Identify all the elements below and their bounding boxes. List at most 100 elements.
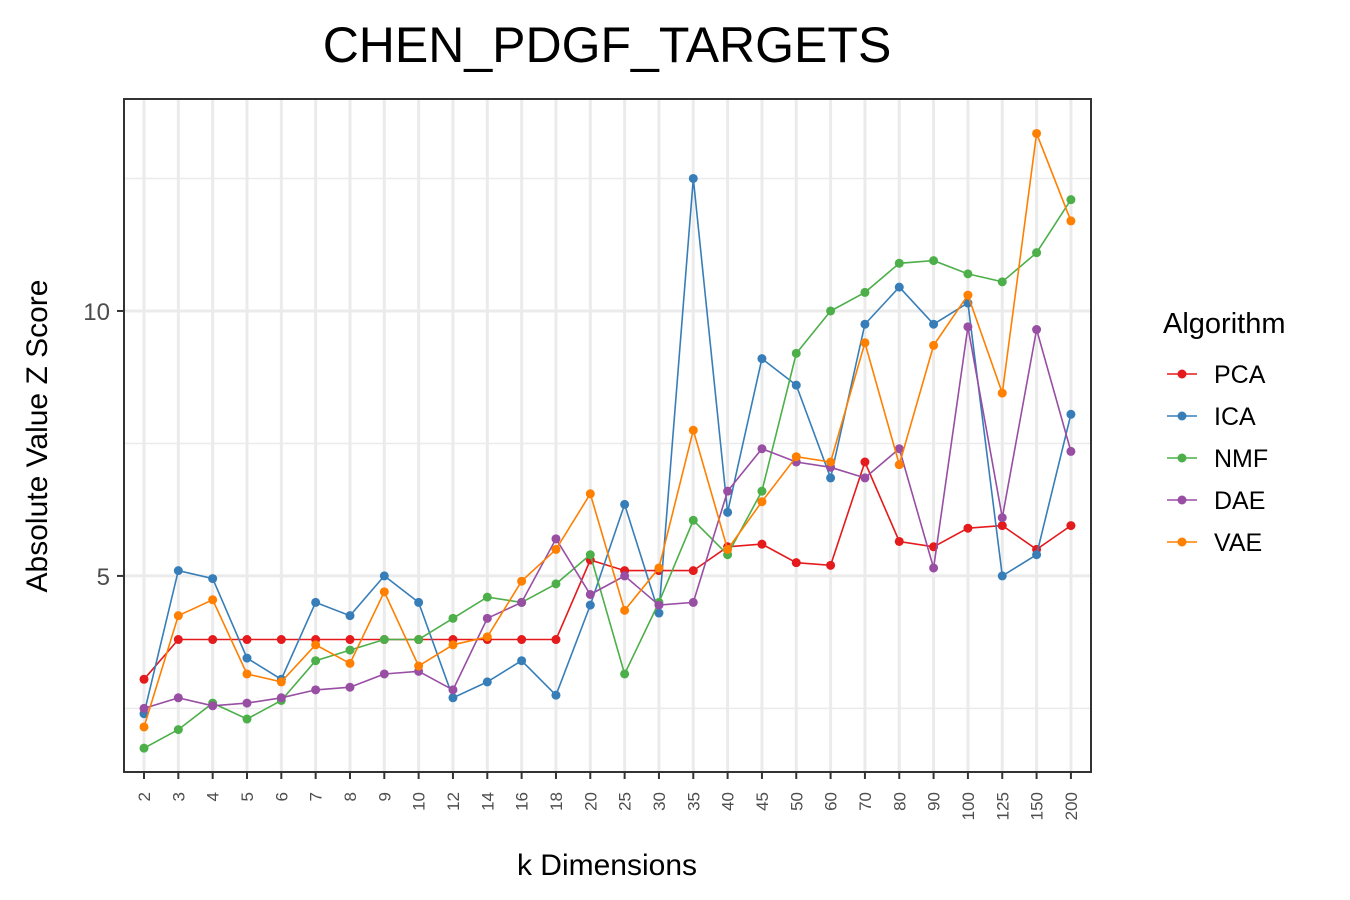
data-point-dae: [482, 613, 492, 623]
x-tick-label: 35: [684, 792, 703, 811]
data-point-ica: [997, 571, 1007, 581]
legend-label-vae: VAE: [1214, 529, 1262, 557]
data-point-dae: [517, 597, 527, 607]
x-tick-label: 16: [513, 792, 532, 811]
data-point-dae: [620, 571, 630, 581]
x-tick-label: 40: [719, 792, 738, 811]
x-tick-label: 7: [307, 792, 326, 801]
data-point-dae: [654, 600, 664, 610]
data-point-dae: [1066, 446, 1076, 456]
legend-label-dae: DAE: [1214, 487, 1265, 515]
data-point-vae: [1066, 216, 1076, 226]
data-point-ica: [688, 173, 698, 183]
data-point-ica: [585, 600, 595, 610]
legend-key-ica: [1177, 411, 1187, 421]
x-tick-label: 150: [1028, 792, 1047, 820]
legend-label-pca: PCA: [1214, 361, 1266, 389]
data-point-ica: [757, 354, 767, 364]
x-tick-label: 3: [169, 792, 188, 801]
data-point-pca: [860, 457, 870, 467]
data-point-dae: [139, 703, 149, 713]
data-point-dae: [448, 685, 458, 695]
data-point-ica: [620, 499, 630, 509]
data-point-vae: [1032, 128, 1042, 138]
data-point-vae: [517, 576, 527, 586]
data-point-dae: [894, 444, 904, 454]
data-point-pca: [963, 523, 973, 533]
data-point-dae: [379, 669, 389, 679]
data-point-ica: [826, 473, 836, 483]
x-tick-label: 10: [410, 792, 429, 811]
series-dae: [139, 322, 1076, 713]
data-point-dae: [173, 693, 183, 703]
plot-border: [123, 98, 1092, 773]
data-point-pca: [517, 635, 527, 645]
data-point-nmf: [791, 348, 801, 358]
data-point-vae: [688, 425, 698, 435]
data-point-nmf: [585, 550, 595, 560]
x-tick-label: 18: [547, 792, 566, 811]
data-point-vae: [723, 544, 733, 554]
data-point-vae: [860, 338, 870, 348]
data-point-nmf: [139, 743, 149, 753]
data-point-vae: [791, 452, 801, 462]
data-point-dae: [688, 597, 698, 607]
data-point-nmf: [929, 256, 939, 266]
data-point-nmf: [963, 269, 973, 279]
data-point-ica: [379, 571, 389, 581]
data-point-vae: [894, 460, 904, 470]
data-point-dae: [723, 486, 733, 496]
x-tick-label: 2: [135, 792, 154, 801]
data-point-nmf: [414, 635, 424, 645]
y-axis-title: Absolute Value Z Score: [21, 280, 54, 593]
legend-key-dae: [1177, 495, 1187, 505]
data-point-pca: [173, 635, 183, 645]
data-point-pca: [894, 536, 904, 546]
data-point-vae: [654, 563, 664, 573]
data-point-ica: [173, 566, 183, 576]
x-tick-label: 14: [478, 792, 497, 811]
data-point-ica: [1032, 550, 1042, 560]
legend-item-dae: DAE: [1167, 487, 1265, 515]
data-point-ica: [311, 597, 321, 607]
data-point-ica: [482, 677, 492, 687]
data-point-dae: [997, 513, 1007, 523]
data-point-nmf: [620, 669, 630, 679]
data-point-pca: [1066, 521, 1076, 531]
data-point-ica: [517, 656, 527, 666]
x-tick-label: 200: [1062, 792, 1081, 820]
series-vae: [139, 128, 1076, 732]
series-nmf: [139, 195, 1076, 753]
data-point-ica: [242, 653, 252, 663]
x-tick-label: 8: [341, 792, 360, 801]
legend-item-vae: VAE: [1167, 529, 1262, 557]
data-point-vae: [551, 544, 561, 554]
data-point-pca: [345, 635, 355, 645]
data-point-ica: [448, 693, 458, 703]
data-point-nmf: [448, 613, 458, 623]
data-point-nmf: [311, 656, 321, 666]
data-point-dae: [551, 534, 561, 544]
data-point-nmf: [1032, 248, 1042, 258]
data-point-vae: [208, 595, 218, 605]
legend-key-nmf: [1177, 453, 1187, 463]
data-point-pca: [791, 558, 801, 568]
data-point-nmf: [379, 635, 389, 645]
data-point-pca: [276, 635, 286, 645]
data-point-pca: [242, 635, 252, 645]
y-tick-label: 5: [97, 564, 110, 591]
data-point-nmf: [894, 258, 904, 268]
x-tick-label: 5: [238, 792, 257, 801]
data-point-dae: [929, 563, 939, 573]
data-point-nmf: [345, 645, 355, 655]
data-point-nmf: [173, 725, 183, 735]
data-point-vae: [585, 489, 595, 499]
data-point-vae: [242, 669, 252, 679]
y-tick-label: 10: [83, 299, 110, 326]
x-tick-label: 70: [856, 792, 875, 811]
data-point-nmf: [688, 515, 698, 525]
data-point-nmf: [1066, 195, 1076, 205]
x-tick-label: 80: [890, 792, 909, 811]
data-point-vae: [379, 587, 389, 597]
